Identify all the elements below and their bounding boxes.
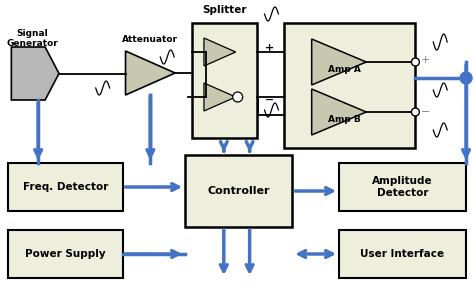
- FancyBboxPatch shape: [9, 230, 123, 278]
- FancyBboxPatch shape: [339, 230, 466, 278]
- Polygon shape: [312, 39, 366, 85]
- Text: Amp B: Amp B: [328, 115, 360, 125]
- Polygon shape: [312, 89, 366, 135]
- Text: Freq. Detector: Freq. Detector: [23, 182, 108, 192]
- Polygon shape: [204, 83, 236, 111]
- Text: +: +: [265, 43, 274, 53]
- Text: Power Supply: Power Supply: [25, 249, 106, 259]
- Text: −: −: [265, 95, 274, 105]
- Text: Signal
Generator: Signal Generator: [6, 29, 58, 49]
- Text: User Interface: User Interface: [360, 249, 445, 259]
- FancyBboxPatch shape: [9, 163, 123, 211]
- Circle shape: [411, 58, 419, 66]
- FancyBboxPatch shape: [284, 23, 415, 148]
- Polygon shape: [204, 38, 236, 66]
- Text: Splitter: Splitter: [202, 5, 246, 15]
- Polygon shape: [126, 51, 175, 95]
- FancyBboxPatch shape: [185, 155, 292, 227]
- FancyBboxPatch shape: [339, 163, 466, 211]
- Text: −: −: [420, 107, 430, 117]
- Text: Amplitude
Detector: Amplitude Detector: [372, 176, 433, 198]
- Circle shape: [233, 92, 243, 102]
- Circle shape: [460, 72, 472, 84]
- Text: +: +: [420, 55, 430, 65]
- Text: Controller: Controller: [208, 186, 270, 196]
- Circle shape: [411, 108, 419, 116]
- FancyBboxPatch shape: [192, 23, 256, 138]
- Text: Amp A: Amp A: [328, 65, 360, 75]
- Text: Attenuator: Attenuator: [122, 35, 178, 44]
- Polygon shape: [11, 47, 59, 100]
